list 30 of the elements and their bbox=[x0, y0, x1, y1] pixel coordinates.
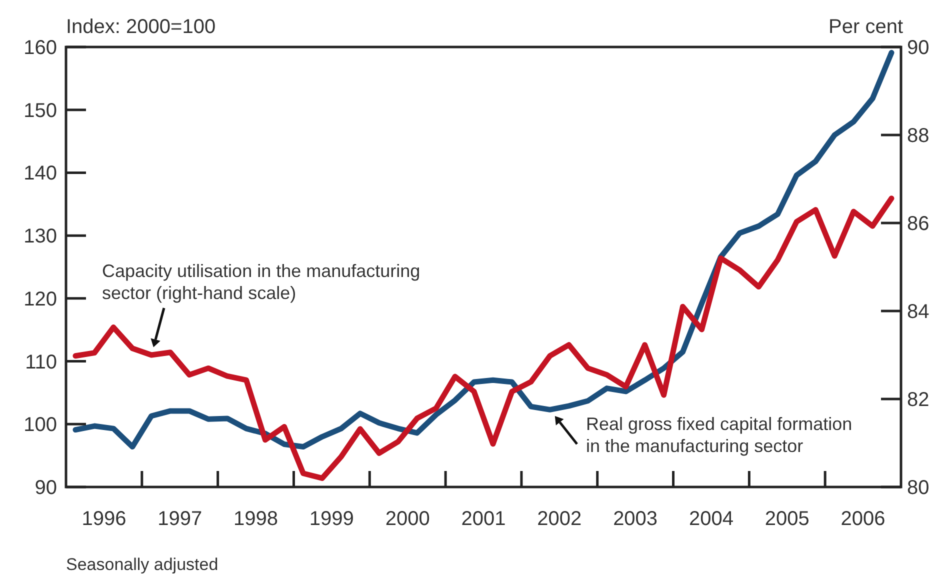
x-tick-label: 1996 bbox=[82, 508, 126, 530]
x-tick-label: 2000 bbox=[385, 508, 430, 530]
x-tick-label: 1998 bbox=[234, 508, 278, 530]
y2-tick-label: 84 bbox=[907, 301, 930, 323]
y2-tick-label: 90 bbox=[907, 37, 930, 59]
x-tick-label: 2004 bbox=[688, 508, 734, 530]
series-label: Real gross fixed capital formation in the manufacturing sector bbox=[586, 414, 852, 456]
x-tick-label: 2003 bbox=[613, 508, 658, 530]
y2-tick-label: 80 bbox=[907, 477, 930, 499]
y-axis-title: Index: 2000=100 bbox=[66, 16, 216, 38]
y-tick-label: 160 bbox=[24, 37, 57, 59]
y2-axis-title: Per cent bbox=[828, 16, 904, 38]
x-tick-label: 1997 bbox=[158, 508, 202, 530]
y-tick-label: 90 bbox=[34, 477, 57, 499]
y-tick-label: 110 bbox=[25, 351, 57, 374]
y-tick-label: 150 bbox=[24, 100, 57, 122]
y-tick-label: 140 bbox=[24, 162, 57, 185]
y-tick-label: 130 bbox=[24, 226, 57, 248]
x-tick-label: 1999 bbox=[309, 508, 354, 530]
y2-tick-label: 82 bbox=[907, 389, 930, 411]
y-tick-label: 120 bbox=[24, 288, 57, 310]
x-tick-label: 2001 bbox=[461, 508, 506, 530]
x-tick-label: 2005 bbox=[764, 508, 810, 530]
text: Seasonally adjusted bbox=[66, 555, 218, 574]
series-label: Capacity utilisation in the manufacturing sector (right-hand scale) bbox=[102, 261, 420, 303]
x-tick-label: 2002 bbox=[537, 508, 582, 530]
x-tick-label: 2006 bbox=[840, 508, 886, 530]
y-tick-label: 100 bbox=[24, 414, 57, 436]
y2-tick-label: 86 bbox=[907, 213, 930, 235]
y2-tick-label: 88 bbox=[907, 125, 930, 147]
